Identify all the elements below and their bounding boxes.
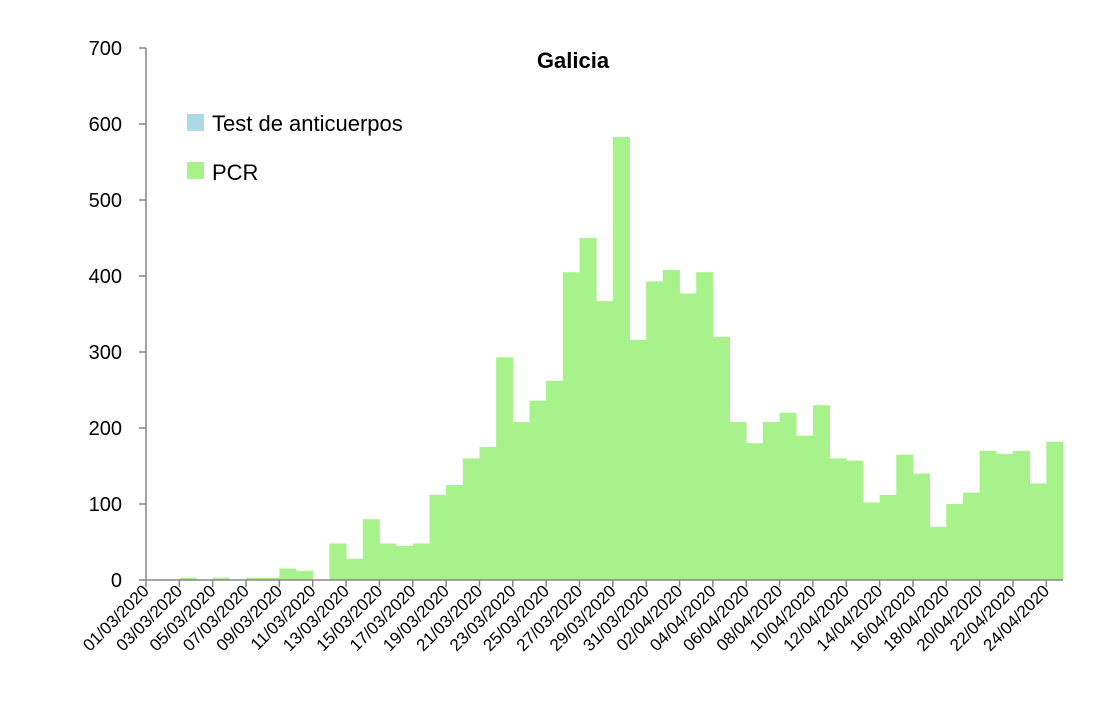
bar-pcr [679, 293, 697, 580]
legend-label-antibody: Test de anticuerpos [212, 111, 403, 136]
bar-pcr [646, 281, 664, 580]
bar-pcr [329, 543, 347, 580]
bar-pcr [429, 494, 447, 580]
bar-pcr [1012, 450, 1031, 580]
bar-pcr [362, 519, 380, 580]
bar-pcr [879, 494, 897, 580]
legend-label-pcr: PCR [212, 160, 258, 185]
bar-pcr [529, 400, 547, 580]
bar-pcr [979, 450, 997, 580]
bar-pcr [629, 339, 647, 580]
bar-pcr [712, 336, 730, 580]
bar-pcr [512, 421, 530, 580]
bar-pcr [996, 453, 1014, 580]
bar-pcr [929, 526, 947, 580]
bar-pcr [796, 435, 814, 580]
y-tick-label: 100 [89, 494, 122, 516]
bar-pcr [762, 421, 780, 580]
bar-pcr [1029, 483, 1047, 580]
bar-pcr [612, 136, 630, 581]
chart-title: Galicia [537, 48, 610, 73]
y-tick-label: 0 [111, 570, 122, 592]
bar-pcr [596, 301, 614, 580]
bars-group [179, 136, 1064, 581]
bar-pcr [396, 545, 414, 580]
y-tick-label: 400 [89, 266, 122, 288]
bar-pcr [696, 272, 714, 580]
bar-pcr [479, 447, 497, 580]
bar-pcr [246, 577, 264, 580]
bar-pcr [829, 458, 847, 580]
bar-pcr [912, 473, 931, 580]
bar-pcr [296, 570, 314, 580]
y-tick-label: 200 [89, 418, 122, 440]
y-tick-label: 600 [89, 114, 122, 136]
bar-pcr [862, 502, 880, 580]
bar-pcr [446, 485, 464, 580]
bar-pcr [379, 543, 397, 580]
bar-pcr [462, 458, 480, 580]
bar-pcr [412, 543, 430, 580]
bar-pcr [962, 492, 981, 580]
bar-pcr [262, 577, 280, 580]
bar-pcr [579, 238, 597, 580]
bar-pcr [179, 577, 197, 580]
bar-pcr [279, 568, 297, 580]
bar-pcr [779, 412, 797, 580]
bar-pcr [1046, 441, 1064, 580]
y-tick-label: 500 [89, 190, 122, 212]
bar-pcr [946, 504, 964, 580]
bar-pcr [746, 443, 764, 580]
bar-pcr [496, 357, 514, 580]
bar-pcr [346, 558, 364, 580]
bar-pcr [662, 269, 680, 580]
bar-pcr [546, 380, 564, 580]
legend: Test de anticuerpos PCR [187, 111, 403, 185]
bar-pcr [729, 421, 747, 580]
y-tick-label: 300 [89, 342, 122, 364]
bar-pcr [212, 577, 230, 580]
bar-pcr [846, 460, 864, 580]
bar-pcr [812, 405, 830, 580]
legend-swatch-antibody [187, 114, 204, 131]
bar-pcr [896, 454, 914, 580]
legend-swatch-pcr [187, 162, 204, 179]
y-tick-label: 700 [89, 38, 122, 60]
bar-pcr [562, 272, 580, 580]
